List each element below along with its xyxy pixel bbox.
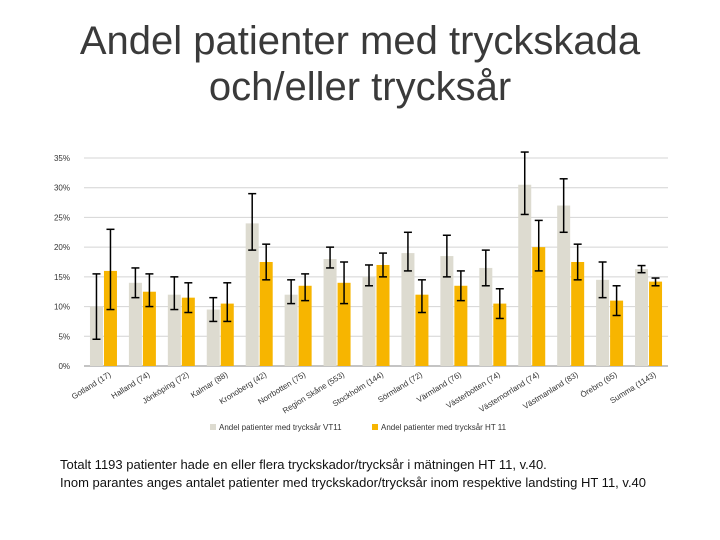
bar-chart: 0% 5% 10% 15% 20% 25% 30% 35% Gotland (17)Halla… (54, 151, 668, 432)
bar (532, 247, 546, 366)
bar (635, 269, 649, 366)
legend-label: Andel patienter med trycksår HT 11 (381, 423, 507, 432)
bar (323, 259, 337, 366)
y-tick-label: 35% (54, 154, 70, 163)
chart-title: Andel patienter med tryckskada och/eller… (0, 18, 720, 110)
bar (362, 276, 376, 366)
y-tick-label: 10% (54, 303, 70, 312)
y-tick-label: 5% (58, 332, 70, 341)
gridlines (84, 157, 668, 367)
legend-swatch (372, 424, 378, 430)
bar (557, 205, 571, 366)
legend-label: Andel patienter med trycksår VT11 (219, 423, 342, 432)
bar (142, 291, 156, 366)
y-tick-label: 15% (54, 273, 70, 282)
y-tick-label: 0% (58, 362, 70, 371)
bar (220, 303, 234, 366)
bars (89, 184, 663, 366)
y-tick-label: 25% (54, 213, 70, 222)
title-line-1: Andel patienter med tryckskada (79, 19, 641, 63)
bar (298, 285, 312, 366)
error-bars (92, 151, 660, 341)
bar (440, 256, 454, 366)
legend: Andel patienter med trycksår VT11 Andel p… (210, 423, 507, 432)
bar (103, 270, 117, 366)
bar (167, 294, 181, 366)
bar (454, 285, 468, 366)
bar (401, 253, 415, 366)
bar (518, 184, 532, 366)
bar (259, 262, 273, 366)
bar (610, 300, 624, 366)
bar (376, 264, 390, 366)
y-axis: 0% 5% 10% 15% 20% 25% 30% 35% (54, 154, 70, 371)
bar (284, 294, 298, 366)
bar (596, 279, 610, 366)
y-tick-label: 30% (54, 184, 70, 193)
legend-swatch (210, 424, 216, 430)
footnote: Totalt 1193 patienter hade en eller fler… (60, 456, 700, 492)
title-line-2: och/eller trycksår (208, 65, 512, 109)
footnote-line-2: Inom parantes anges antalet patienter me… (60, 475, 647, 490)
bar (181, 297, 195, 366)
category-label: Gotland (17) (70, 370, 113, 401)
bar (128, 282, 142, 366)
bar (479, 267, 493, 366)
bar (571, 262, 585, 366)
y-tick-label: 20% (54, 243, 70, 252)
bar (649, 281, 663, 366)
bar (245, 223, 259, 366)
footnote-line-1: Totalt 1193 patienter hade en eller fler… (60, 457, 547, 472)
x-axis-labels: Gotland (17)Halland (74)Jönköping (72)Ka… (70, 370, 658, 416)
bar (206, 309, 220, 366)
